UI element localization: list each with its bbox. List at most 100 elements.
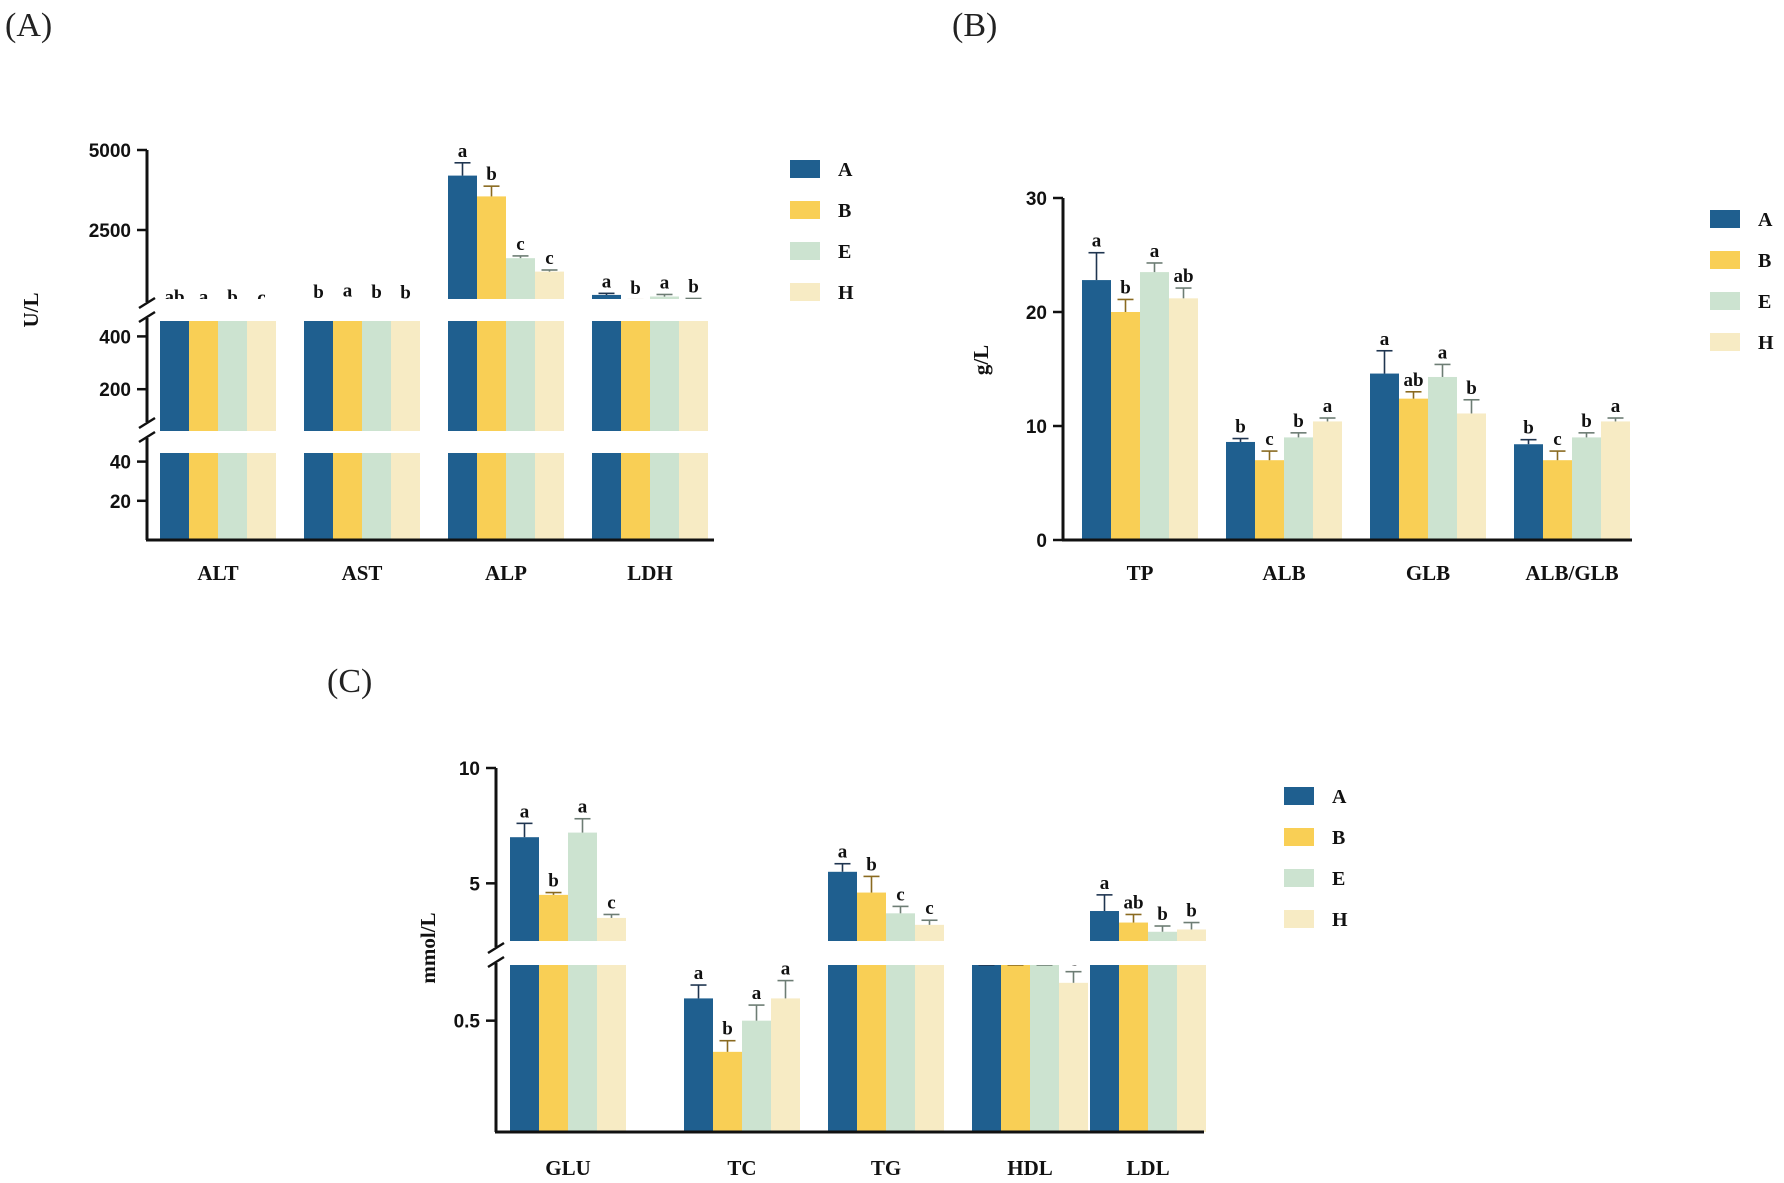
panel-b-legend-swatch-e (1710, 292, 1740, 310)
panel-a-break-mark-0-a (138, 430, 156, 444)
panel-b-label: (B) (952, 7, 997, 44)
panel-c-bar-glu-e-seg1 (568, 832, 597, 941)
panel-b-sig-letter-glb-h: b (1466, 378, 1477, 399)
panel-a-bar-alp-h-seg1 (535, 310, 564, 442)
panel-c-bar-ldl-b-seg1 (1119, 922, 1148, 941)
panel-a-legend-swatch-b (790, 201, 820, 219)
panel-c-bar-glu-b-seg0 (539, 965, 568, 1132)
panel-a-y-tick-label-3: 400 (99, 327, 131, 348)
panel-a-bar-ldh-e-seg0 (650, 442, 679, 540)
panel-b-legend-label-b: B (1758, 250, 1771, 272)
panel-a-break-mark-1-b (138, 296, 156, 310)
panel-a-bar-ldh-h-seg1 (679, 299, 708, 442)
panel-a-sig-letter-ast-h: b (400, 283, 411, 304)
panel-c-bar-hdl-a-seg0 (972, 965, 1001, 1132)
panel-a-sig-letter-alp-a: a (458, 141, 468, 162)
panel-b-bar-alb-glb-h (1601, 421, 1630, 540)
panel-c-sig-letter-tc-e: a (752, 983, 762, 1004)
panel-a-label: (A) (5, 7, 52, 44)
panel-c-legend-swatch-a (1284, 787, 1314, 805)
panel-c-bar-tg-e-seg1 (886, 913, 915, 941)
panel-a-sig-letter-alp-h: c (545, 248, 553, 269)
panel-b-bar-alb-glb-e (1572, 437, 1601, 540)
panel-c-legend-label-a: A (1332, 786, 1347, 808)
panel-b-bar-tp-a (1082, 280, 1111, 540)
panel-c-sig-letter-ldl-b: ab (1123, 892, 1143, 913)
panel-c-legend-swatch-b (1284, 828, 1314, 846)
panel-c-bar-tg-a-seg0 (828, 965, 857, 1132)
panel-a-legend-swatch-e (790, 242, 820, 260)
panel-c-legend-label-e: E (1332, 868, 1345, 890)
panel-a-bar-ldh-h-seg0 (679, 442, 708, 540)
panel-a-y-axis-label: U/L (19, 292, 43, 327)
panel-c-sig-letter-tg-e: c (896, 884, 904, 905)
panel-c-x-tick-ldl: LDL (1126, 1156, 1169, 1180)
panel-a-bar-alp-b-seg0 (477, 442, 506, 540)
panel-a-bar-alp-b-seg1 (477, 310, 506, 442)
panel-a-bar-alt-a-seg1 (160, 308, 189, 442)
panel-a-bar-alp-a-seg1 (448, 310, 477, 442)
panel-a-y-tick-label-5: 5000 (89, 141, 131, 162)
panel-b-legend-label-a: A (1758, 209, 1773, 231)
panel-c-bar-tg-h-seg1 (915, 924, 944, 941)
panel-c-sig-letter-ldl-a: a (1100, 873, 1110, 894)
panel-a-sig-letter-alt-h: c (257, 288, 265, 309)
panel-c-bar-tg-e-seg0 (886, 965, 915, 1132)
panel-c-bar-tg-a-seg1 (828, 871, 857, 941)
panel-a-sig-letter-ast-a: b (313, 282, 324, 303)
panel-b-sig-letter-alb-e: b (1293, 411, 1304, 432)
panel-c-bar-hdl-b-seg0 (1001, 965, 1030, 1132)
panel-b-sig-letter-alb-glb-h: a (1611, 396, 1621, 417)
panel-c-legend-swatch-h (1284, 910, 1314, 928)
panel-c-x-tick-glu: GLU (545, 1156, 591, 1180)
panel-c-bar-glu-a-seg0 (510, 965, 539, 1132)
panel-a-x-tick-ldh: LDH (627, 561, 673, 585)
panel-c-bar-ldl-e-seg1 (1148, 931, 1177, 941)
panel-a-bar-ast-b-seg0 (333, 442, 362, 540)
panel-b-sig-letter-alb-a: b (1235, 417, 1246, 438)
panel-c-bar-ldl-a-seg1 (1090, 911, 1119, 941)
panel-a-bar-ast-b-seg1 (333, 303, 362, 442)
panel-a-legend-label-a: A (838, 159, 853, 181)
panel-a-bar-alp-b-seg2 (477, 196, 506, 310)
panel-a-bar-ast-h-seg1 (391, 304, 420, 442)
panel-b-sig-letter-tp-b: b (1120, 277, 1131, 298)
panel-c-bar-tc-h-seg0 (771, 998, 800, 1132)
panel-c-y-tick-label-2: 10 (459, 759, 480, 780)
panel-c-legend-label-h: H (1332, 909, 1348, 931)
panel-b-bar-tp-h (1169, 298, 1198, 540)
panel-b-legend-swatch-h (1710, 333, 1740, 351)
panel-b-y-tick-label-0: 0 (1036, 531, 1047, 552)
panel-b-legend-swatch-a (1710, 210, 1740, 228)
panel-b-legend-label-e: E (1758, 291, 1771, 313)
panel-a-axis-gap-1 (149, 299, 716, 321)
panel-b-bar-alb-h (1313, 421, 1342, 540)
panel-c-sig-letter-tc-b: b (722, 1019, 733, 1040)
panel-c-bar-ldl-h-seg0 (1177, 965, 1206, 1132)
panel-b-x-tick-glb: GLB (1406, 561, 1450, 585)
panel-a-y-tick-label-0: 20 (110, 492, 131, 513)
panel-a-bar-alt-e-seg1 (218, 309, 247, 442)
panel-a-sig-letter-ldh-b: b (630, 278, 641, 299)
panel-b-y-tick-label-2: 20 (1026, 303, 1047, 324)
panel-c-bar-hdl-e-seg0 (1030, 965, 1059, 1132)
panel-c-x-tick-hdl: HDL (1007, 1156, 1053, 1180)
panel-b-x-tick-alb-glb: ALB/GLB (1525, 561, 1618, 585)
panel-c-chart: (C)mmol/LabacGLUabaaTCabccTGbbacHDLaabbb… (327, 663, 1348, 1180)
panel-a-sig-letter-ldh-e: a (660, 272, 670, 293)
panel-a-y-tick-label-4: 2500 (89, 221, 131, 242)
panel-c-sig-letter-glu-e: a (578, 797, 588, 818)
panel-b-sig-letter-alb-h: a (1323, 396, 1333, 417)
panel-b-bar-glb-b (1399, 398, 1428, 540)
panel-c-bar-hdl-h-seg0 (1059, 982, 1088, 1132)
panel-c-sig-letter-tg-a: a (838, 842, 848, 863)
panel-a-bar-ldh-b-seg1 (621, 300, 650, 442)
panel-b-bar-alb-glb-a (1514, 444, 1543, 540)
panel-c-bar-tg-b-seg1 (857, 892, 886, 941)
panel-b-x-tick-alb: ALB (1262, 561, 1305, 585)
panel-b-bar-glb-e (1428, 376, 1457, 540)
panel-a-sig-letter-ast-e: b (371, 282, 382, 303)
panel-a-bar-ast-a-seg0 (304, 442, 333, 540)
panel-b-y-tick-label-3: 30 (1026, 189, 1047, 210)
